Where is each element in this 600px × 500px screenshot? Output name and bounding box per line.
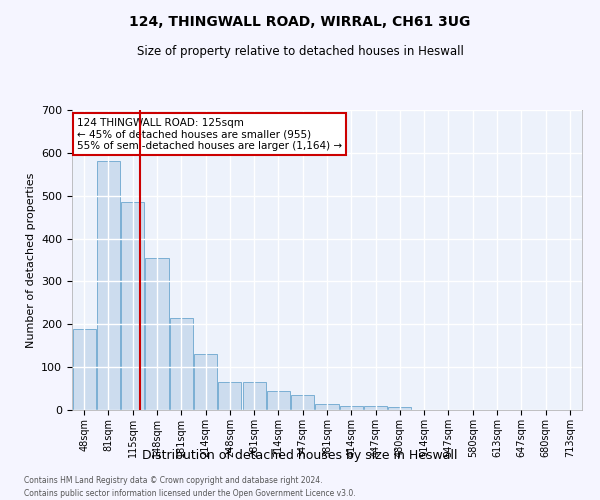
Bar (170, 318, 193, 410)
Bar (145, 258, 169, 410)
Bar (340, 406, 363, 410)
Bar (97, 162, 120, 410)
Bar (242, 382, 266, 410)
Text: 124, THINGWALL ROAD, WIRRAL, CH61 3UG: 124, THINGWALL ROAD, WIRRAL, CH61 3UG (130, 15, 470, 29)
Text: 124 THINGWALL ROAD: 125sqm
← 45% of detached houses are smaller (955)
55% of sem: 124 THINGWALL ROAD: 125sqm ← 45% of deta… (77, 118, 342, 150)
Bar (267, 390, 290, 410)
Y-axis label: Number of detached properties: Number of detached properties (26, 172, 35, 348)
Bar (121, 202, 144, 410)
Bar (291, 395, 314, 410)
Text: Contains public sector information licensed under the Open Government Licence v3: Contains public sector information licen… (24, 488, 356, 498)
Text: Distribution of detached houses by size in Heswall: Distribution of detached houses by size … (142, 448, 458, 462)
Bar (218, 382, 241, 410)
Bar (194, 354, 217, 410)
Bar (364, 406, 387, 410)
Text: Contains HM Land Registry data © Crown copyright and database right 2024.: Contains HM Land Registry data © Crown c… (24, 476, 323, 485)
Bar (316, 404, 338, 410)
Text: Size of property relative to detached houses in Heswall: Size of property relative to detached ho… (137, 45, 463, 58)
Bar (388, 406, 412, 410)
Bar (73, 328, 95, 410)
